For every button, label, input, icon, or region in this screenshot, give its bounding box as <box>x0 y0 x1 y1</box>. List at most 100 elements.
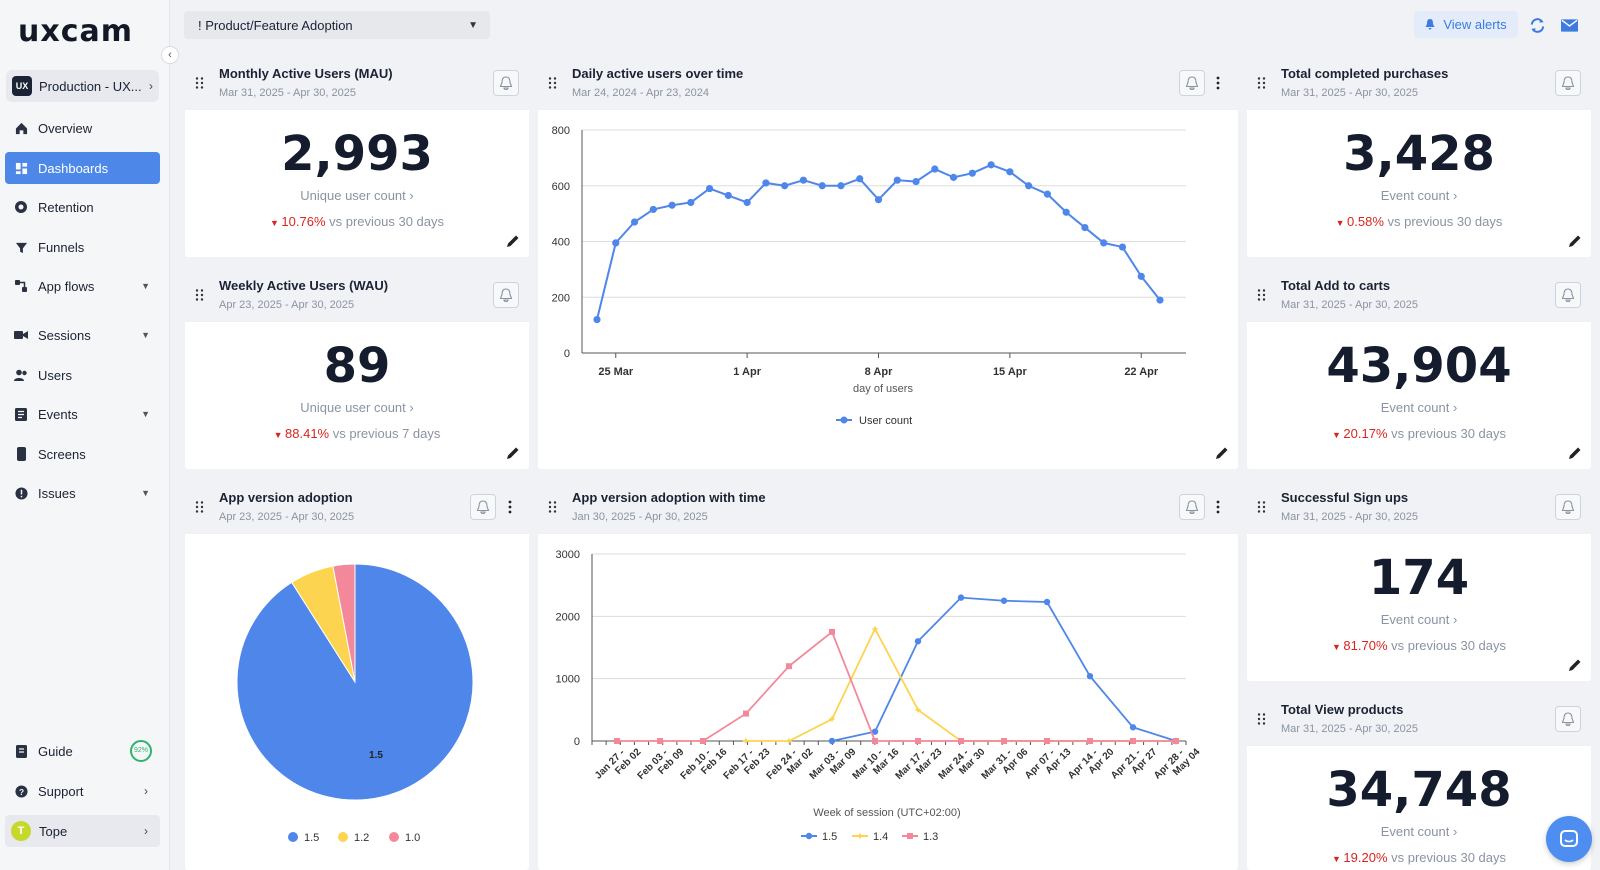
metric-value: 174 <box>1368 550 1470 606</box>
data-point <box>837 182 845 190</box>
data-point <box>1100 239 1108 247</box>
card-carts: Total Add to carts Mar 31, 2025 - Apr 30… <box>1247 266 1591 469</box>
chat-support-button[interactable] <box>1546 816 1592 862</box>
sidebar-item-dashboards[interactable]: Dashboards <box>5 152 160 184</box>
bell-icon[interactable] <box>1179 70 1205 96</box>
edit-icon[interactable] <box>1567 657 1583 673</box>
drag-handle-icon[interactable] <box>548 501 558 513</box>
drag-handle-icon[interactable] <box>1257 713 1267 725</box>
sidebar-item-app-flows[interactable]: App flows ▼ <box>5 270 160 302</box>
sidebar-item-sessions[interactable]: Sessions ▼ <box>5 319 160 351</box>
sidebar-item-overview[interactable]: Overview <box>5 112 160 144</box>
project-name: Production - UX... <box>39 78 142 94</box>
drag-handle-icon[interactable] <box>548 77 558 89</box>
email-icon[interactable] <box>1559 15 1579 35</box>
sidebar-item-support[interactable]: ? Support › <box>5 775 160 807</box>
card-header: App version adoption Apr 23, 2025 - Apr … <box>185 478 529 534</box>
metric-label[interactable]: Event count › <box>1380 400 1458 415</box>
refresh-icon[interactable] <box>1527 15 1547 35</box>
sidebar-item-guide[interactable]: Guide 92% <box>5 735 160 767</box>
legend-label: 1.4 <box>873 831 888 843</box>
edit-icon[interactable] <box>1567 233 1583 249</box>
bell-icon[interactable] <box>1555 70 1581 96</box>
pie-data-label: 1.5 <box>369 750 383 761</box>
sidebar-item-retention[interactable]: Retention <box>5 191 160 223</box>
sidebar-item-events[interactable]: Events ▼ <box>5 398 160 430</box>
guide-progress-badge: 92% <box>130 740 152 762</box>
metric-label[interactable]: Unique user count › <box>300 400 414 415</box>
card-date-range: Mar 31, 2025 - Apr 30, 2025 <box>1281 87 1418 99</box>
delta-text: vs previous 30 days <box>1387 638 1507 653</box>
data-point <box>968 169 976 177</box>
more-options-icon[interactable] <box>507 500 513 514</box>
y-tick-label: 400 <box>552 237 570 249</box>
metric-label[interactable]: Event count › <box>1380 188 1458 203</box>
more-options-icon[interactable] <box>1215 500 1221 514</box>
drag-handle-icon[interactable] <box>195 501 205 513</box>
data-point <box>856 175 864 183</box>
card-purchases: Total completed purchases Mar 31, 2025 -… <box>1247 54 1591 257</box>
metric-label[interactable]: Event count › <box>1380 824 1458 839</box>
bell-icon[interactable] <box>470 494 496 520</box>
bell-icon[interactable] <box>1555 282 1581 308</box>
collapse-sidebar-button[interactable]: ‹ <box>161 46 179 64</box>
more-options-icon[interactable] <box>1215 76 1221 90</box>
y-tick-label: 600 <box>552 181 570 193</box>
card-title: Daily active users over time <box>572 66 744 81</box>
chevron-down-icon: ▼ <box>468 19 478 31</box>
edit-icon[interactable] <box>1567 445 1583 461</box>
project-selector[interactable]: UX Production - UX... › <box>6 70 159 102</box>
metric-label[interactable]: Event count › <box>1380 612 1458 627</box>
bell-icon[interactable] <box>1179 494 1205 520</box>
sidebar-item-label: Support <box>38 783 84 799</box>
events-icon <box>14 407 28 421</box>
data-point <box>1044 738 1050 744</box>
data-point <box>786 663 792 670</box>
edit-icon[interactable] <box>505 233 521 249</box>
card-dau-chart: Daily active users over time Mar 24, 202… <box>538 54 1238 469</box>
drag-handle-icon[interactable] <box>1257 289 1267 301</box>
view-alerts-button[interactable]: View alerts <box>1414 11 1518 38</box>
x-tick-label: Mar 17 -Mar 23 <box>894 739 945 790</box>
edit-icon[interactable] <box>1214 445 1230 461</box>
dashboard-select[interactable]: ! Product/Feature Adoption ▼ <box>184 11 490 39</box>
data-point <box>1043 190 1051 198</box>
x-tick-label: Feb 10 -Feb 16 <box>679 739 730 790</box>
sidebar-item-label: App flows <box>38 278 95 294</box>
sidebar-item-users[interactable]: Users <box>5 359 160 391</box>
sidebar-item-screens[interactable]: Screens <box>5 438 160 470</box>
data-point <box>762 179 770 187</box>
card-title: App version adoption <box>219 490 353 505</box>
data-point: ✦ <box>741 736 750 748</box>
edit-icon[interactable] <box>505 445 521 461</box>
card-date-range: Mar 31, 2025 - Apr 30, 2025 <box>219 87 356 99</box>
view-alerts-label: View alerts <box>1443 17 1507 32</box>
data-point <box>1081 223 1089 232</box>
drag-handle-icon[interactable] <box>195 77 205 89</box>
data-point <box>799 176 808 184</box>
sidebar-item-user[interactable]: T Tope › <box>5 815 160 847</box>
x-axis-title: Week of session (UTC+02:00) <box>813 807 960 819</box>
data-point <box>706 184 714 193</box>
sidebar-item-label: Screens <box>38 446 86 462</box>
data-point <box>1000 597 1008 604</box>
data-point: ✦ <box>784 736 793 748</box>
metric-delta: ▼ 20.17% vs previous 30 days <box>1247 426 1591 441</box>
uxcam-logo[interactable]: uxcam <box>18 14 133 49</box>
data-point <box>1137 272 1145 280</box>
bell-icon[interactable] <box>1555 494 1581 520</box>
data-point <box>893 176 901 184</box>
delta-text: vs previous 7 days <box>329 426 441 441</box>
drag-handle-icon[interactable] <box>195 289 205 301</box>
legend-label: 1.0 <box>405 832 420 844</box>
sidebar-item-issues[interactable]: Issues ▼ <box>5 477 160 509</box>
bell-icon[interactable] <box>1555 706 1581 732</box>
y-tick-label: 800 <box>552 125 570 137</box>
sidebar-item-funnels[interactable]: Funnels <box>5 231 160 263</box>
bell-icon[interactable] <box>493 282 519 308</box>
bell-icon[interactable] <box>493 70 519 96</box>
metric-label[interactable]: Unique user count › <box>300 188 414 203</box>
drag-handle-icon[interactable] <box>1257 77 1267 89</box>
drag-handle-icon[interactable] <box>1257 501 1267 513</box>
legend-marker <box>338 832 348 842</box>
